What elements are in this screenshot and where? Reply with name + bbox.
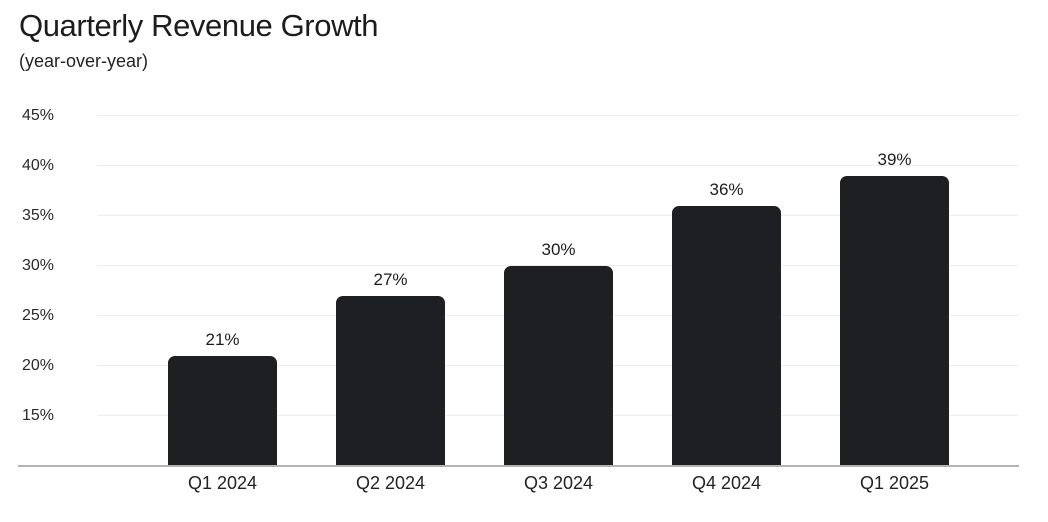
bar-value-label: 30%	[541, 239, 576, 259]
x-axis-line	[18, 464, 1019, 467]
gridline	[97, 115, 1018, 116]
bar-value-label: 36%	[709, 179, 744, 199]
y-tick-label: 40%	[21, 156, 54, 174]
y-tick-label: 35%	[21, 206, 54, 224]
gridline	[97, 215, 1018, 216]
y-tick-label: 15%	[21, 406, 54, 424]
bar	[336, 295, 445, 465]
y-tick-label: 25%	[21, 306, 54, 324]
bar-value-label: 39%	[877, 149, 912, 169]
gridline	[97, 165, 1018, 166]
bar	[504, 265, 613, 465]
x-tick-label: Q3 2024	[523, 473, 594, 493]
y-tick-label: 30%	[21, 256, 54, 274]
y-tick-label: 45%	[21, 106, 54, 124]
x-tick-label: Q1 2025	[859, 473, 930, 493]
bar-value-label: 21%	[205, 329, 240, 349]
y-tick-label: 20%	[21, 356, 54, 374]
bar	[672, 205, 781, 465]
x-tick-label: Q1 2024	[187, 473, 258, 493]
chart-title: Quarterly Revenue Growth	[19, 8, 379, 43]
bar	[168, 355, 277, 465]
x-tick-label: Q2 2024	[355, 473, 426, 493]
chart-subtitle: (year-over-year)	[19, 51, 149, 71]
bar-value-label: 27%	[373, 269, 408, 289]
x-tick-label: Q4 2024	[691, 473, 762, 493]
bar	[840, 175, 949, 465]
